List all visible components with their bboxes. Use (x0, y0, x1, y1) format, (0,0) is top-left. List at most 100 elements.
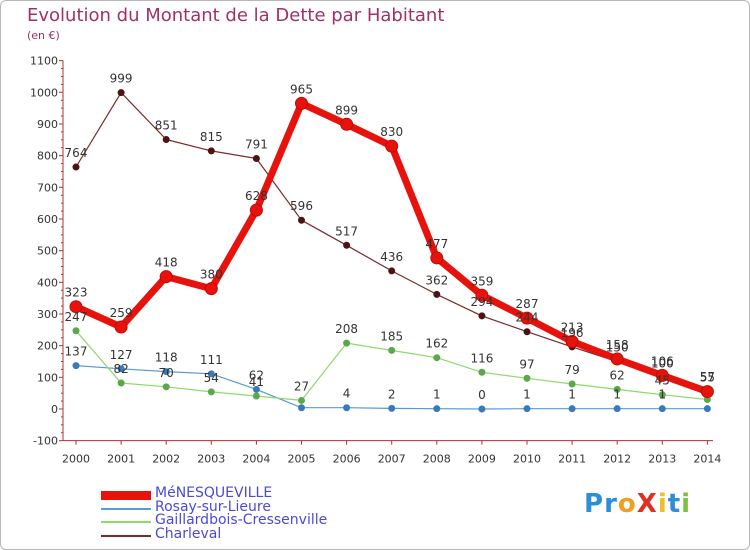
data-label: 323 (65, 286, 88, 300)
data-point (475, 288, 489, 302)
data-point (433, 290, 441, 298)
data-label: 830 (380, 125, 403, 139)
data-point (523, 374, 531, 382)
data-point (298, 396, 305, 404)
data-label: 1 (433, 388, 441, 402)
data-point (565, 335, 579, 349)
data-point (388, 267, 396, 275)
data-point (162, 368, 170, 376)
y-tick-label: 800 (37, 150, 58, 163)
data-point (207, 388, 215, 396)
x-tick-label: 2000 (62, 453, 90, 466)
x-tick-label: 2012 (603, 453, 631, 466)
x-tick-label: 2008 (423, 453, 451, 466)
x-tick-label: 2003 (197, 453, 225, 466)
y-tick-label: 500 (37, 245, 58, 258)
data-point (343, 404, 351, 412)
data-point (249, 203, 263, 217)
data-label: 57 (700, 370, 715, 384)
data-point (658, 391, 666, 399)
legend-label: Charleval (155, 525, 222, 542)
data-point (295, 96, 308, 110)
data-point (162, 135, 170, 143)
series-points (69, 89, 714, 413)
data-label: 764 (65, 146, 88, 160)
x-tick-label: 2011 (558, 453, 586, 466)
data-point (568, 405, 576, 413)
data-point (252, 154, 260, 162)
data-label: 137 (65, 345, 88, 359)
data-point (658, 405, 666, 413)
data-point (703, 405, 711, 413)
y-tick-label: 0 (51, 403, 58, 416)
data-label: 899 (335, 103, 358, 117)
y-tick-label: 700 (37, 181, 58, 194)
data-point (298, 216, 305, 224)
data-point (69, 300, 83, 314)
data-point (343, 241, 351, 249)
data-label: 213 (561, 321, 584, 335)
data-label: 1 (523, 388, 531, 402)
x-tick-label: 2007 (378, 453, 406, 466)
y-tick-label: 1000 (30, 86, 58, 99)
data-label: 477 (425, 237, 448, 251)
data-point (204, 282, 218, 296)
data-point (433, 354, 441, 362)
data-label: 45 (655, 374, 670, 388)
data-point (72, 362, 80, 370)
data-point (159, 270, 173, 284)
data-label: 116 (470, 351, 493, 365)
data-label: 999 (110, 72, 133, 86)
data-point (655, 368, 669, 382)
data-label: 70 (159, 366, 174, 380)
data-point (388, 346, 396, 354)
y-tick-label: 100 (37, 371, 58, 384)
data-label: 150 (606, 340, 629, 354)
data-label: 791 (245, 137, 268, 151)
data-point (430, 251, 444, 265)
data-label: 41 (249, 375, 264, 389)
legend-swatch (101, 521, 151, 523)
data-label: 359 (470, 274, 493, 288)
data-point (385, 139, 399, 153)
y-tick-label: 200 (37, 340, 58, 353)
data-label: 162 (425, 337, 448, 351)
data-label: 4 (343, 387, 351, 401)
data-label: 418 (155, 256, 178, 270)
data-label: 0 (478, 388, 486, 402)
data-point (162, 383, 170, 391)
data-point (568, 380, 576, 388)
data-point (207, 370, 215, 378)
proxiti-logo: ProXiti (584, 489, 692, 519)
data-point (343, 339, 351, 347)
data-label: 380 (200, 268, 223, 282)
data-point (478, 368, 486, 376)
data-label: 1 (658, 388, 666, 402)
chart-title: Evolution du Montant de la Dette par Hab… (27, 5, 445, 26)
data-point (117, 379, 125, 387)
data-label: 208 (335, 322, 358, 336)
x-tick-label: 2014 (693, 453, 721, 466)
data-point (433, 405, 441, 413)
x-tick-label: 2005 (288, 453, 316, 466)
data-label: 1 (568, 388, 576, 402)
data-point (117, 89, 125, 97)
data-point (523, 405, 531, 413)
data-label: 82 (113, 362, 128, 376)
y-tick-label: 600 (37, 213, 58, 226)
data-point (520, 311, 534, 325)
data-label: 97 (519, 357, 534, 371)
legend-swatch (101, 534, 151, 537)
data-label: 2 (388, 387, 396, 401)
data-point (388, 404, 396, 412)
x-tick-label: 2010 (513, 453, 541, 466)
data-label: 362 (425, 273, 448, 287)
data-point (114, 320, 128, 334)
data-point (610, 352, 624, 366)
data-label: 815 (200, 130, 223, 144)
legend-swatch (101, 507, 151, 510)
data-point (207, 147, 215, 155)
data-labels: 3232594183806289658998304773592872131581… (65, 72, 715, 402)
